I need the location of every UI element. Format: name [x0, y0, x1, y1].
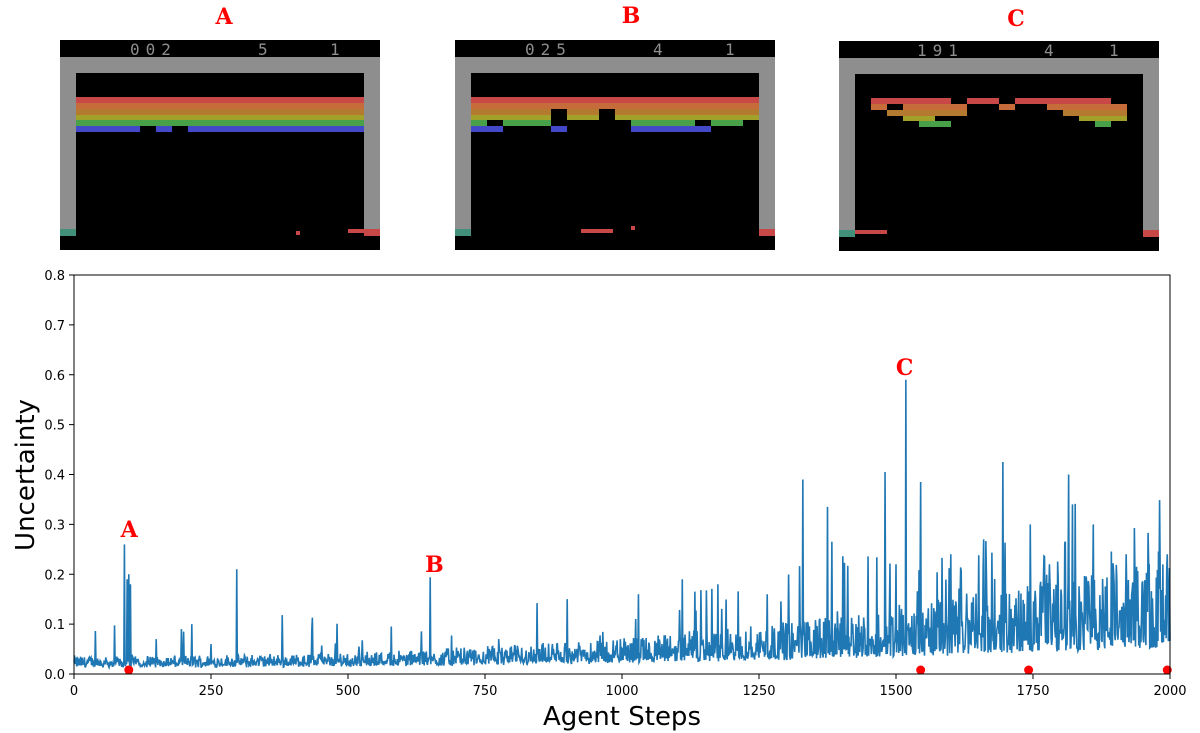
x-ticks: 0 250 500 750 1000 1250 1500 1750 2000 — [70, 674, 1187, 699]
panel-label-b: B — [621, 3, 641, 29]
event-marker — [916, 665, 926, 675]
lives-b: 4 — [653, 40, 663, 59]
score-a: 002 — [130, 40, 177, 59]
y-axis-label: Uncertainty — [11, 399, 41, 551]
marker-layer — [124, 665, 1172, 675]
game-frame-a: 002 5 1 — [60, 40, 380, 250]
annotation-label: A — [120, 517, 139, 543]
event-marker — [124, 665, 134, 675]
x-tick-label: 2000 — [1153, 684, 1186, 699]
player-c: 1 — [1109, 41, 1119, 60]
game-frame-c: 191 4 1 — [839, 41, 1159, 251]
y-tick-label: 0.7 — [44, 319, 65, 334]
lives-a: 5 — [258, 40, 268, 59]
player-b: 1 — [725, 40, 735, 59]
score-b: 025 — [525, 40, 572, 59]
annotations: A B C — [120, 355, 914, 578]
y-tick-label: 0.2 — [44, 568, 65, 583]
y-tick-label: 0.4 — [44, 469, 65, 484]
y-tick-label: 0.6 — [44, 369, 65, 384]
y-tick-label: 0.3 — [44, 518, 65, 533]
annotation-label: B — [425, 552, 444, 578]
x-tick-label: 1250 — [742, 684, 775, 699]
x-tick-label: 1750 — [1016, 684, 1049, 699]
y-ticks: 0.0 0.1 0.2 0.3 0.4 0.5 0.6 0.7 0.8 — [44, 269, 74, 683]
panel-label-c: C — [1007, 6, 1025, 32]
y-tick-label: 0.5 — [44, 419, 65, 434]
event-marker — [1024, 665, 1034, 675]
player-a: 1 — [330, 40, 340, 59]
y-tick-label: 0.8 — [44, 269, 65, 284]
annotation-label: C — [896, 355, 914, 381]
x-tick-label: 1000 — [605, 684, 638, 699]
y-tick-label: 0.0 — [44, 668, 65, 683]
x-tick-label: 750 — [473, 684, 498, 699]
x-tick-label: 0 — [70, 684, 78, 699]
game-frame-b: 025 4 1 — [455, 40, 775, 250]
uncertainty-series-line — [73, 379, 1171, 670]
x-tick-label: 1500 — [879, 684, 912, 699]
x-axis-label: Agent Steps — [543, 702, 701, 732]
y-tick-label: 0.1 — [44, 618, 65, 633]
lives-c: 4 — [1044, 41, 1054, 60]
x-tick-label: 500 — [336, 684, 361, 699]
panel-label-a: A — [215, 4, 233, 30]
x-tick-label: 250 — [199, 684, 224, 699]
series-layer — [73, 379, 1171, 670]
score-c: 191 — [917, 41, 964, 60]
